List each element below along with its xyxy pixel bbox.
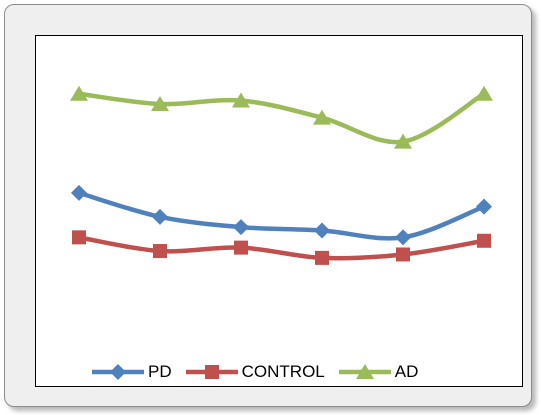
legend-label-ad: AD	[394, 362, 419, 381]
point-pd-5	[395, 229, 411, 246]
point-ad-4	[313, 109, 331, 125]
legend-label-control: CONTROL	[241, 362, 325, 381]
legend-marker-pd	[110, 364, 126, 380]
point-pd-2	[152, 208, 168, 225]
legend-swatch-ad	[338, 364, 391, 379]
series-line-control	[76, 235, 487, 261]
point-ad-6	[475, 85, 493, 101]
point-pd-1	[71, 184, 87, 201]
series-ad	[70, 85, 493, 149]
legend-marker-control	[204, 365, 219, 379]
chart-card: PD CONTROL AD	[4, 4, 532, 407]
legend-label-pd: PD	[148, 362, 172, 381]
point-pd-3	[233, 219, 249, 236]
point-ad-5	[394, 133, 412, 149]
point-control-1	[72, 230, 86, 245]
point-control-2	[153, 244, 167, 259]
point-control-3	[234, 240, 248, 255]
series-pd	[71, 184, 492, 246]
point-control-4	[315, 250, 329, 265]
series-line-ad	[76, 91, 487, 145]
legend-swatch-control	[185, 365, 238, 379]
legend-swatch-pd	[92, 364, 144, 380]
point-ad-3	[232, 92, 250, 108]
point-pd-6	[476, 198, 492, 215]
legend: PD CONTROL AD	[90, 362, 418, 382]
legend-item-control: CONTROL	[184, 362, 325, 382]
line-chart	[70, 85, 493, 265]
point-pd-4	[314, 222, 330, 239]
legend-item-ad: AD	[337, 362, 419, 382]
legend-marker-ad	[355, 364, 374, 379]
point-control-5	[396, 247, 410, 262]
point-ad-1	[70, 85, 88, 101]
series-line-pd	[76, 190, 487, 241]
point-ad-2	[151, 95, 169, 111]
point-control-6	[477, 233, 491, 248]
legend-item-pd: PD	[90, 362, 172, 382]
series-control	[72, 230, 491, 265]
plot-area: PD CONTROL AD	[35, 35, 523, 387]
